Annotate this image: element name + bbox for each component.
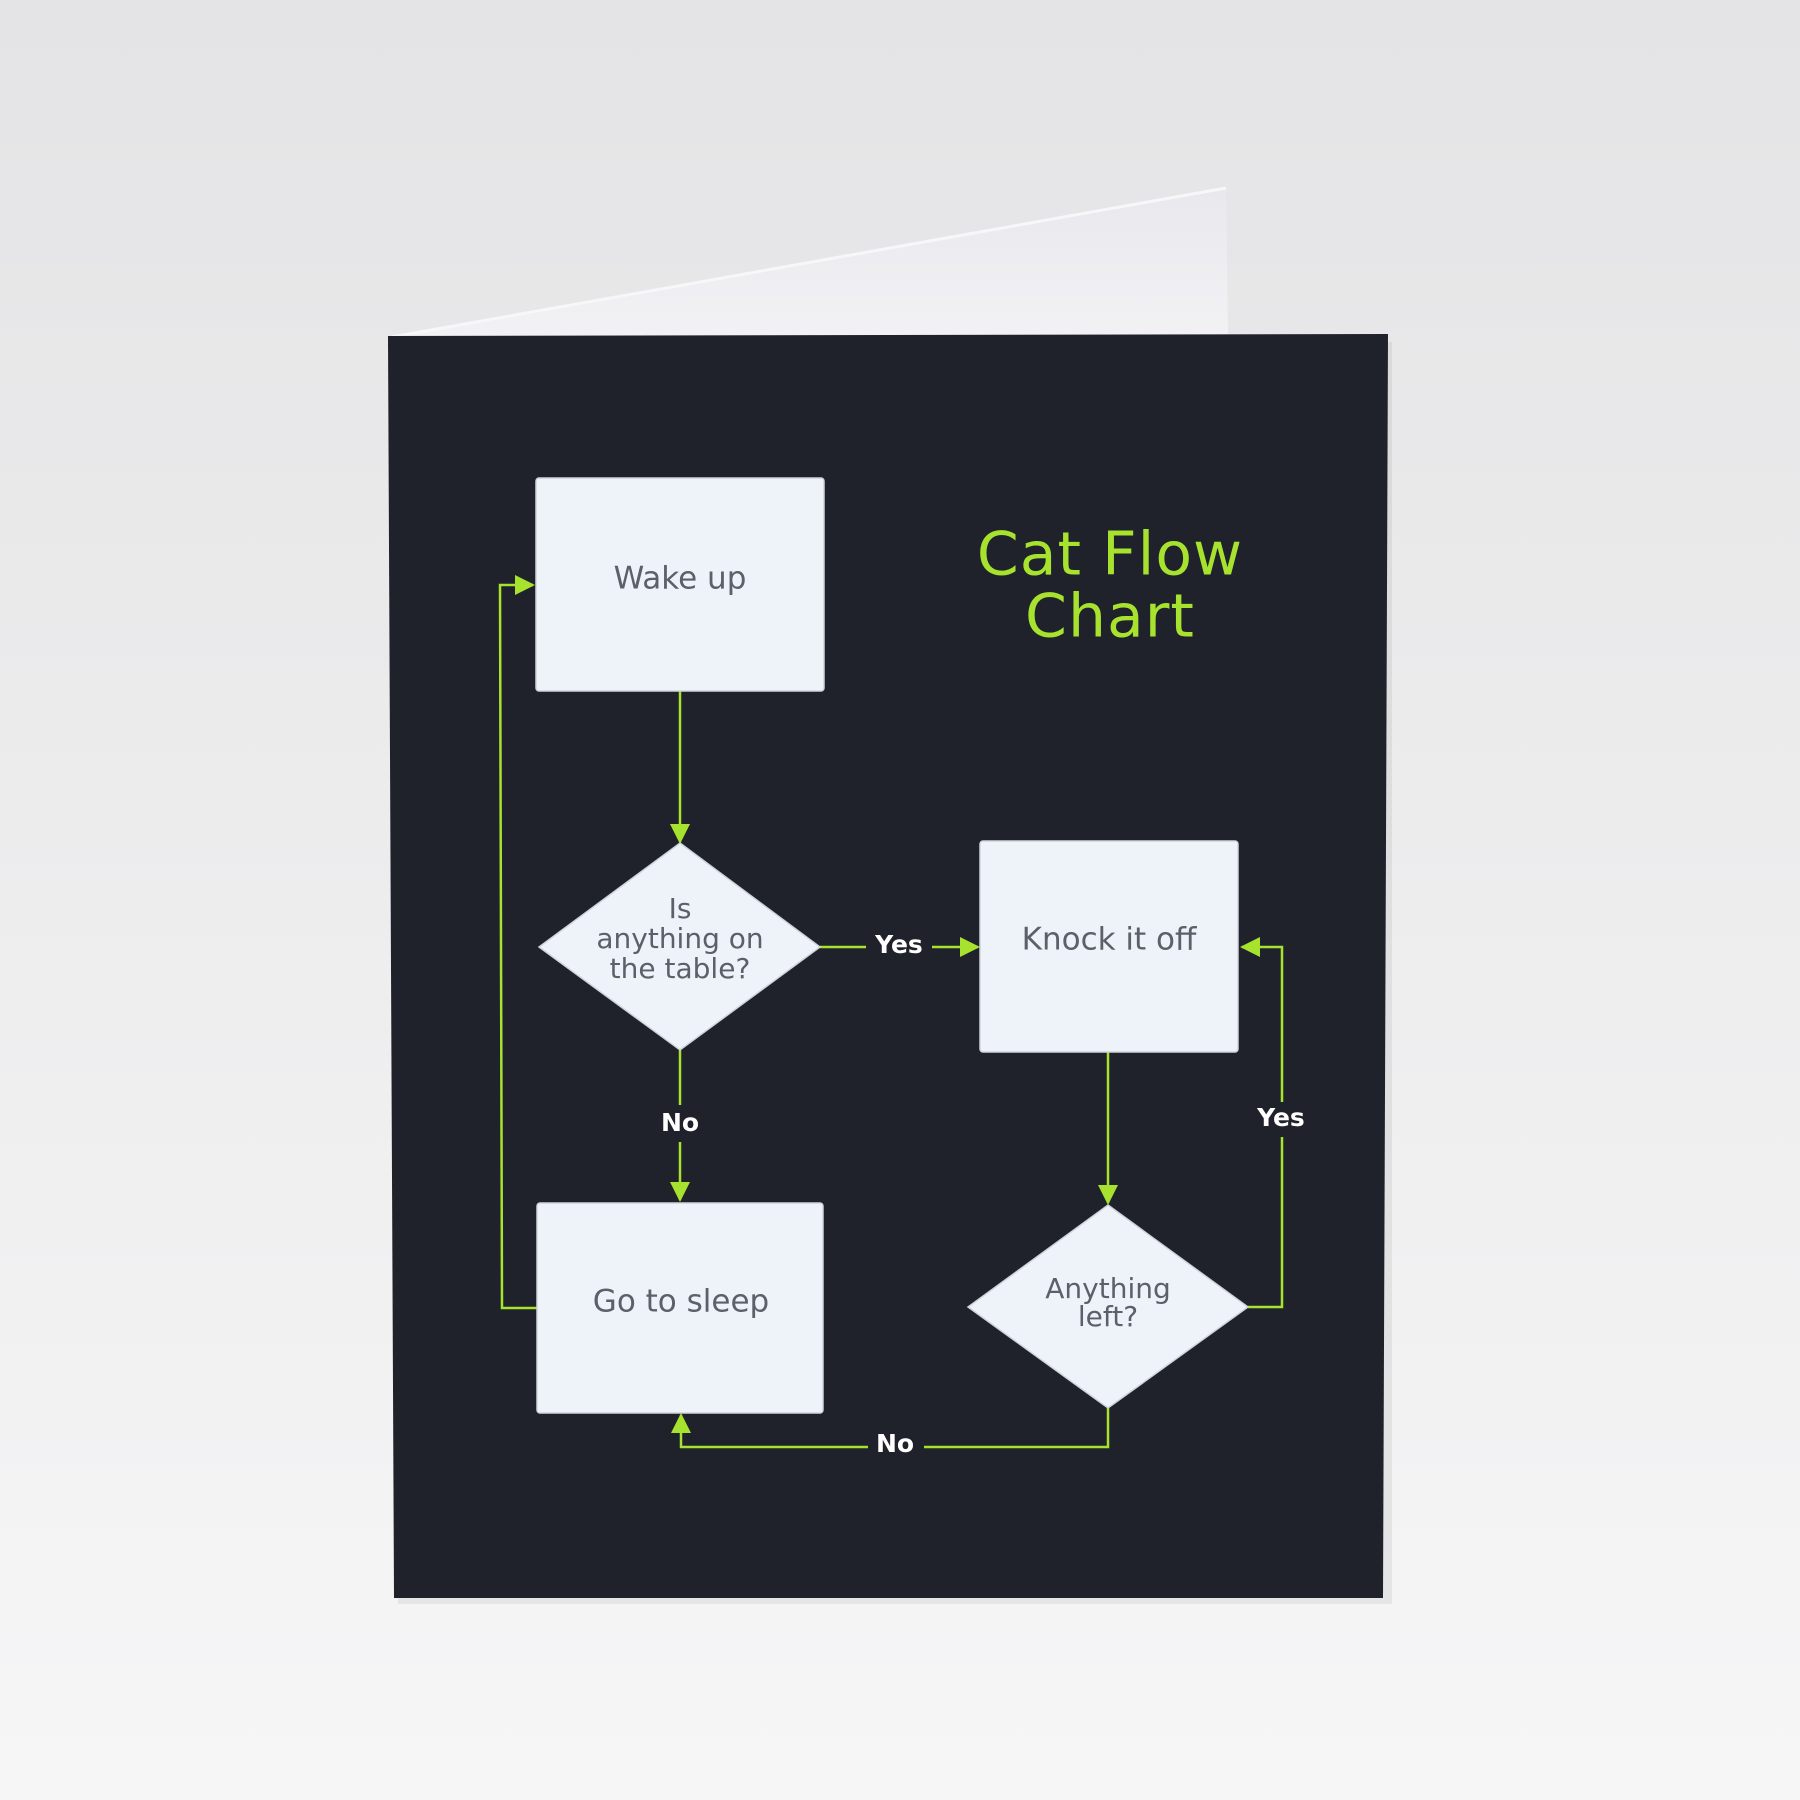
edge-left-no-left [671,1413,868,1449]
edge-sleep-to-wake [498,575,537,1310]
card-fold-edge [391,186,1227,339]
edge-left-no-right [924,1408,1110,1449]
node-wake-up [535,477,825,692]
node-go-to-sleep [536,1202,824,1414]
node-knock-it-off-label: Knock it off [1022,922,1197,958]
node-question-table-line-1: Is [669,892,692,925]
node-wake-up-label: Wake up [614,561,747,597]
node-question-table-line-2: anything on [596,922,763,955]
edge-left-yes-lower [1248,1137,1284,1309]
edge-label-question-no: No [661,1108,699,1137]
node-knock-it-off [979,840,1239,1053]
node-question-table-line-3: the table? [610,952,751,985]
node-question-left-line-1: Anything [1045,1272,1171,1305]
edge-label-question-yes: Yes [874,930,923,959]
node-question-left [966,1204,1250,1409]
title-line-2: Chart [1025,582,1195,652]
edge-label-left-yes: Yes [1256,1103,1305,1132]
edge-label-left-no: No [876,1429,914,1458]
node-question-table [537,842,822,1051]
node-go-to-sleep-label: Go to sleep [593,1284,769,1320]
title-line-1: Cat Flow [977,520,1243,590]
node-question-left-line-2: left? [1078,1300,1138,1333]
edge-left-yes-upper [1240,937,1284,1102]
